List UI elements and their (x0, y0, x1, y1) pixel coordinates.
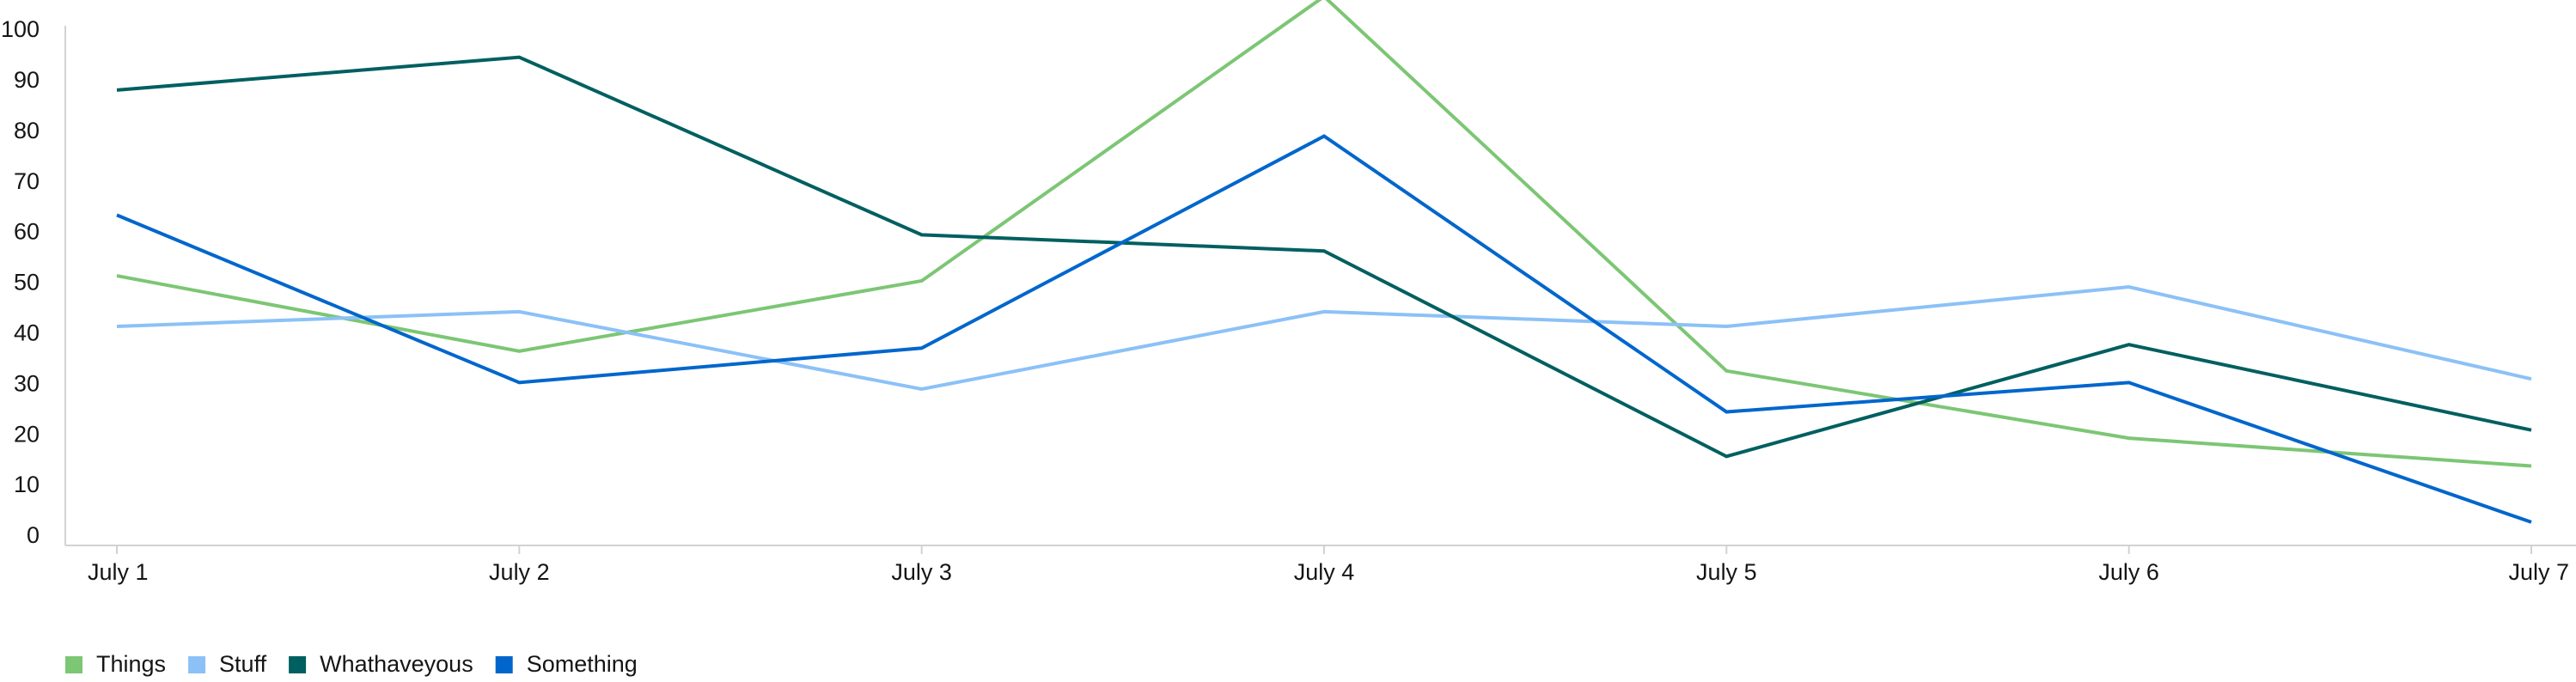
line-series (116, 0, 2532, 468)
line-series (116, 285, 2532, 392)
y-tick-label: 80 (14, 118, 40, 143)
legend-swatch (188, 656, 206, 673)
y-tick-label: 10 (14, 472, 40, 497)
y-tick-label: 60 (14, 219, 40, 245)
legend-swatch (289, 656, 307, 673)
x-tick-label: July 2 (489, 559, 550, 585)
legend-swatch (65, 656, 82, 673)
line-series (116, 134, 2532, 524)
y-tick-label: 30 (14, 370, 40, 396)
legend-label: Things (96, 651, 166, 677)
y-tick-label: 40 (14, 320, 40, 346)
x-tick-label: July 6 (2098, 559, 2159, 585)
legend-label: Whathaveyous (320, 651, 473, 677)
y-tick-label: 90 (14, 67, 40, 93)
y-tick-label: 20 (14, 421, 40, 447)
x-tick-label: July 4 (1294, 559, 1355, 585)
y-tick-label: 0 (27, 522, 40, 548)
x-tick-label: July 7 (2508, 559, 2569, 585)
y-tick-label: 70 (14, 168, 40, 194)
x-tick-label: July 3 (891, 559, 952, 585)
x-tick-label: July 1 (88, 559, 149, 585)
line-series (116, 55, 2532, 459)
x-tick-label: July 5 (1696, 559, 1757, 585)
legend-label: Stuff (219, 651, 267, 677)
legend-label: Something (527, 651, 638, 677)
legend-swatch (495, 656, 513, 673)
y-tick-label: 50 (14, 270, 40, 295)
y-tick-label: 100 (1, 16, 40, 42)
